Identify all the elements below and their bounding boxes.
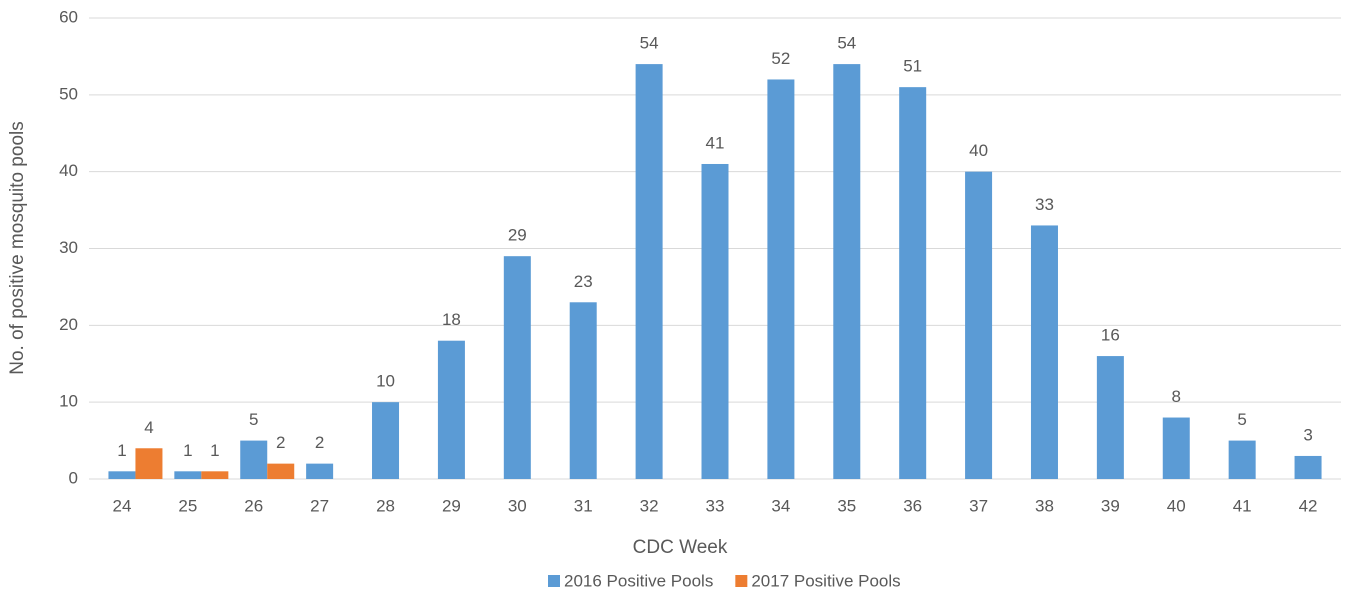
y-tick-label: 30 [59, 238, 78, 257]
bar [701, 163, 729, 479]
bar [201, 471, 229, 479]
bar [240, 440, 268, 479]
bar [267, 463, 295, 479]
x-tick-label: 25 [178, 496, 197, 515]
value-label: 29 [508, 226, 527, 245]
bar [135, 448, 163, 479]
x-tick-label: 31 [574, 496, 593, 515]
x-tick-label: 40 [1167, 496, 1186, 515]
y-tick-label: 40 [59, 161, 78, 180]
bar [372, 402, 400, 479]
x-tick-label: 42 [1299, 496, 1318, 515]
bar [1294, 455, 1322, 479]
bar [569, 302, 597, 479]
x-tick-label: 24 [112, 496, 131, 515]
value-label: 3 [1303, 425, 1312, 444]
x-tick-label: 41 [1233, 496, 1252, 515]
value-label: 52 [771, 49, 790, 68]
y-axis-title: No. of positive mosquito pools [7, 121, 28, 374]
x-tick-label: 35 [837, 496, 856, 515]
bar [1096, 356, 1124, 479]
bar [174, 471, 202, 479]
x-tick-label: 30 [508, 496, 527, 515]
value-label: 1 [117, 441, 126, 460]
x-tick-label: 27 [310, 496, 329, 515]
value-label: 23 [574, 272, 593, 291]
x-tick-label: 34 [771, 496, 790, 515]
value-label: 5 [1237, 410, 1246, 429]
value-label: 1 [183, 441, 192, 460]
value-label: 18 [442, 310, 461, 329]
legend-label: 2016 Positive Pools [564, 571, 713, 590]
value-label: 41 [706, 133, 725, 152]
x-tick-label: 29 [442, 496, 461, 515]
bar [108, 471, 136, 479]
legend-label: 2017 Positive Pools [751, 571, 900, 590]
bar [899, 87, 927, 480]
value-label: 5 [249, 410, 258, 429]
value-label: 1 [210, 441, 219, 460]
x-tick-label: 28 [376, 496, 395, 515]
value-label: 54 [640, 34, 659, 53]
y-tick-label: 20 [59, 315, 78, 334]
value-label: 2 [315, 433, 324, 452]
bar [306, 463, 334, 479]
value-label: 33 [1035, 195, 1054, 214]
bar [437, 340, 465, 479]
x-tick-label: 39 [1101, 496, 1120, 515]
bar [1228, 440, 1256, 479]
bar [965, 171, 993, 479]
value-label: 54 [837, 34, 856, 53]
y-tick-label: 10 [59, 392, 78, 411]
bar [503, 256, 531, 479]
bar [1030, 225, 1058, 479]
legend-swatch [548, 575, 560, 587]
value-label: 8 [1172, 387, 1181, 406]
bar [1162, 417, 1190, 479]
bar [767, 79, 795, 479]
value-label: 16 [1101, 326, 1120, 345]
value-label: 2 [276, 433, 285, 452]
bar [635, 64, 663, 479]
y-tick-label: 50 [59, 84, 78, 103]
x-tick-label: 32 [640, 496, 659, 515]
value-label: 10 [376, 372, 395, 391]
value-label: 40 [969, 141, 988, 160]
x-tick-label: 37 [969, 496, 988, 515]
x-tick-label: 26 [244, 496, 263, 515]
bar [833, 64, 861, 479]
legend-swatch [735, 575, 748, 587]
x-tick-label: 33 [706, 496, 725, 515]
x-tick-label: 36 [903, 496, 922, 515]
y-tick-label: 60 [59, 7, 78, 26]
y-tick-label: 0 [69, 468, 78, 487]
x-axis-title: CDC Week [633, 537, 728, 558]
x-tick-label: 38 [1035, 496, 1054, 515]
value-label: 51 [903, 57, 922, 76]
value-label: 4 [144, 418, 153, 437]
